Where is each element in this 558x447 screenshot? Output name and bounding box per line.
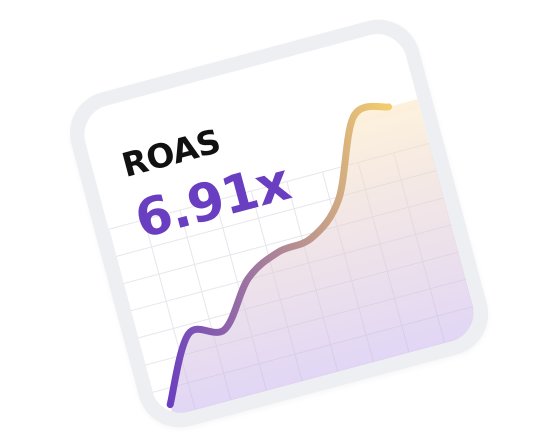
roas-card: ROAS 6.91x [77,27,481,420]
grid-line-vertical [108,229,161,420]
roas-trend-chart [108,99,481,420]
roas-card-frame: ROAS 6.91x [60,10,498,437]
roas-series-line [166,102,393,409]
roas-area-fill [170,99,481,416]
